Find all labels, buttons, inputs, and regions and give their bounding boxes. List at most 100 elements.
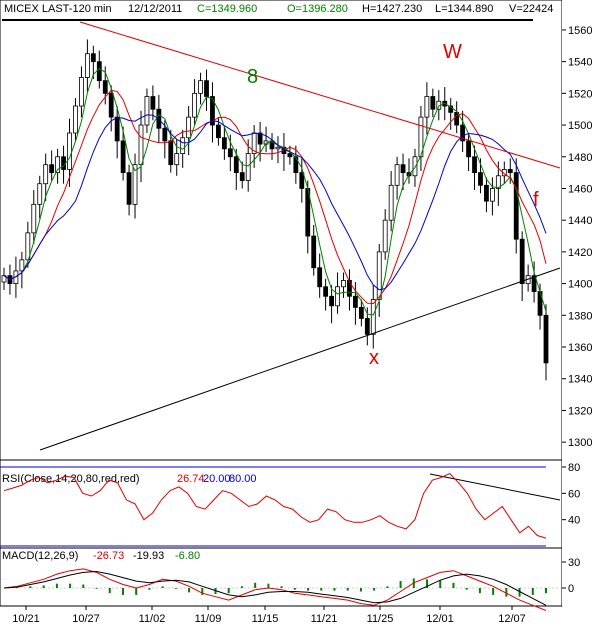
candle-body bbox=[216, 124, 221, 139]
candle-body bbox=[186, 116, 192, 139]
candle-body bbox=[519, 238, 525, 285]
time-tick-label: 11/25 bbox=[367, 613, 394, 625]
candle-body bbox=[400, 164, 406, 174]
rsi-tick-label: 80 bbox=[568, 462, 580, 474]
candle-body bbox=[239, 172, 245, 181]
candle-body bbox=[108, 92, 114, 118]
candle-body bbox=[466, 140, 471, 158]
wave-label-f: f bbox=[533, 189, 539, 211]
candle-body bbox=[37, 183, 43, 205]
candle-body bbox=[192, 92, 197, 118]
candle-body bbox=[245, 153, 251, 181]
macd-tick-label: 30 bbox=[568, 557, 580, 569]
candle-body bbox=[478, 172, 483, 186]
candle-body bbox=[418, 116, 424, 158]
candle-body bbox=[353, 295, 358, 308]
candle-body bbox=[495, 175, 501, 189]
candle-body bbox=[180, 137, 186, 154]
candle-body bbox=[531, 275, 537, 292]
candle-body bbox=[543, 314, 549, 364]
candle-body bbox=[144, 96, 150, 126]
price-tick-label: 1560 bbox=[568, 25, 592, 37]
candle-body bbox=[55, 156, 61, 174]
candle-body bbox=[61, 156, 66, 170]
header-date: 12/12/2011 bbox=[128, 3, 182, 15]
candle-body bbox=[1, 275, 7, 283]
price-tick-label: 1420 bbox=[568, 247, 592, 259]
price-tick-label: 1320 bbox=[568, 405, 592, 417]
header-low: L=1344.890 bbox=[435, 3, 493, 15]
header-symbol: MICEX LAST-120 min bbox=[4, 3, 112, 15]
macd-panel bbox=[0, 547, 563, 607]
rsi-tick-label: 60 bbox=[568, 488, 580, 500]
candle-body bbox=[43, 164, 49, 185]
candle-body bbox=[358, 306, 364, 319]
rsi-value: 26.74 bbox=[177, 473, 205, 485]
candle-body bbox=[448, 105, 454, 113]
candle-body bbox=[204, 80, 209, 97]
candle-body bbox=[275, 146, 281, 150]
ma-fast-line bbox=[3, 67, 547, 316]
support-trendline bbox=[39, 267, 561, 451]
rsi-line bbox=[3, 472, 547, 539]
price-tick-label: 1360 bbox=[568, 342, 592, 354]
price-tick-label: 1440 bbox=[568, 215, 592, 227]
time-axis: 10/21 10/27 11/02 11/09 11/15 11/21 11/25 12/01… bbox=[12, 606, 526, 625]
price-tick-label: 1340 bbox=[568, 374, 592, 386]
candle-body bbox=[269, 140, 275, 150]
candle-body bbox=[382, 219, 388, 253]
rsi-trendline bbox=[429, 473, 561, 501]
candle-body bbox=[84, 53, 90, 78]
candle-body bbox=[388, 184, 394, 221]
candle-body bbox=[507, 169, 513, 174]
candle-body bbox=[162, 127, 168, 142]
price-tick-label: 1480 bbox=[568, 152, 592, 164]
rsi-tick-label: 40 bbox=[568, 515, 580, 527]
price-tick-label: 1300 bbox=[568, 437, 592, 449]
candle-body bbox=[394, 164, 400, 186]
candle-body bbox=[376, 251, 382, 300]
candle-body bbox=[198, 80, 203, 94]
resistance-trendline bbox=[79, 21, 561, 169]
candle-body bbox=[257, 132, 263, 145]
candle-body bbox=[233, 156, 239, 174]
time-tick-label: 11/02 bbox=[139, 613, 166, 625]
candle-body bbox=[49, 164, 55, 174]
candle-body bbox=[96, 61, 102, 82]
time-tick-label: 12/07 bbox=[498, 613, 526, 625]
candle-body bbox=[138, 124, 144, 166]
moving-averages bbox=[3, 67, 547, 316]
candle-body bbox=[424, 96, 430, 118]
ma-medium-line bbox=[3, 89, 547, 305]
candle-body bbox=[168, 140, 174, 166]
price-panel bbox=[0, 0, 563, 461]
candle-body bbox=[341, 280, 346, 288]
candle-body bbox=[126, 172, 132, 205]
macd-signal-line bbox=[3, 570, 547, 606]
candle-body bbox=[150, 96, 156, 110]
candle-body bbox=[210, 96, 215, 126]
candle-body bbox=[460, 124, 466, 142]
time-tick-label: 11/15 bbox=[252, 613, 279, 625]
candle-body bbox=[454, 111, 460, 126]
candle-body bbox=[287, 153, 293, 158]
candle-body bbox=[19, 259, 25, 272]
header-high: H=1427.230 bbox=[362, 3, 422, 15]
candle-body bbox=[174, 153, 180, 166]
price-tick-label: 1500 bbox=[568, 120, 592, 132]
price-tick-label: 1540 bbox=[568, 57, 592, 69]
wave-label-x: x bbox=[369, 347, 379, 369]
price-tick-label: 1520 bbox=[568, 88, 592, 100]
candle-body bbox=[102, 80, 108, 94]
candle-body bbox=[412, 156, 418, 177]
header-open: O=1396.280 bbox=[287, 3, 348, 15]
candle-body bbox=[335, 286, 340, 307]
candle-body bbox=[317, 267, 323, 288]
wave-label-8: 8 bbox=[247, 66, 258, 88]
candle-body bbox=[323, 286, 329, 297]
candle-body bbox=[90, 53, 96, 63]
time-tick-label: 11/09 bbox=[195, 613, 222, 625]
candle-body bbox=[25, 232, 31, 261]
